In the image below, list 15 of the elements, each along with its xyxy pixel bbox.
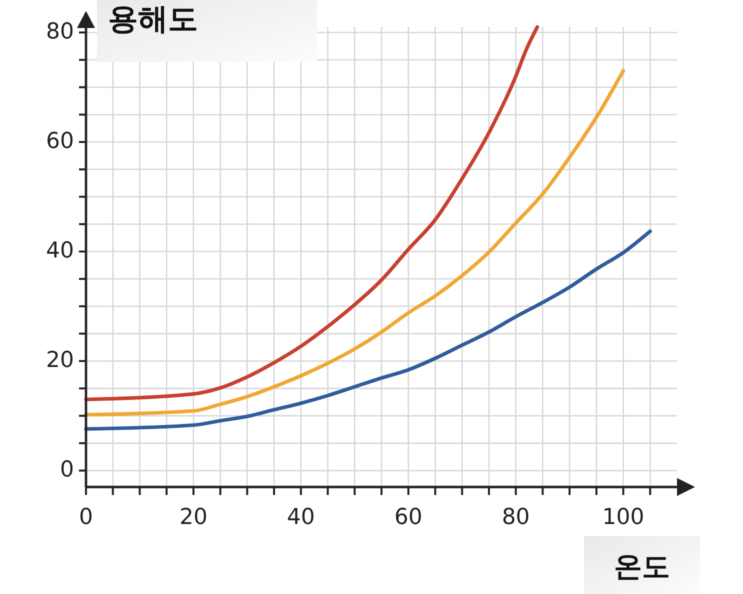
y-tick-label: 60 bbox=[46, 129, 74, 154]
x-tick-label: 80 bbox=[502, 505, 530, 530]
y-tick-label: 40 bbox=[46, 238, 74, 264]
x-tick-label: 100 bbox=[602, 505, 644, 530]
y-tick-label: 0 bbox=[60, 458, 74, 483]
line-series bbox=[84, 69, 626, 417]
y-tick-label: 20 bbox=[46, 348, 74, 374]
y-axis-title: 용해도 bbox=[108, 2, 198, 37]
x-tick-label: 20 bbox=[179, 505, 208, 530]
y-tick-label: 80 bbox=[46, 19, 74, 44]
x-axis-title: 온도 bbox=[614, 550, 670, 583]
line-series bbox=[84, 229, 652, 431]
x-tick-label: 40 bbox=[286, 505, 315, 530]
x-tick-label: 60 bbox=[394, 505, 422, 530]
x-tick-label: 0 bbox=[79, 505, 93, 530]
